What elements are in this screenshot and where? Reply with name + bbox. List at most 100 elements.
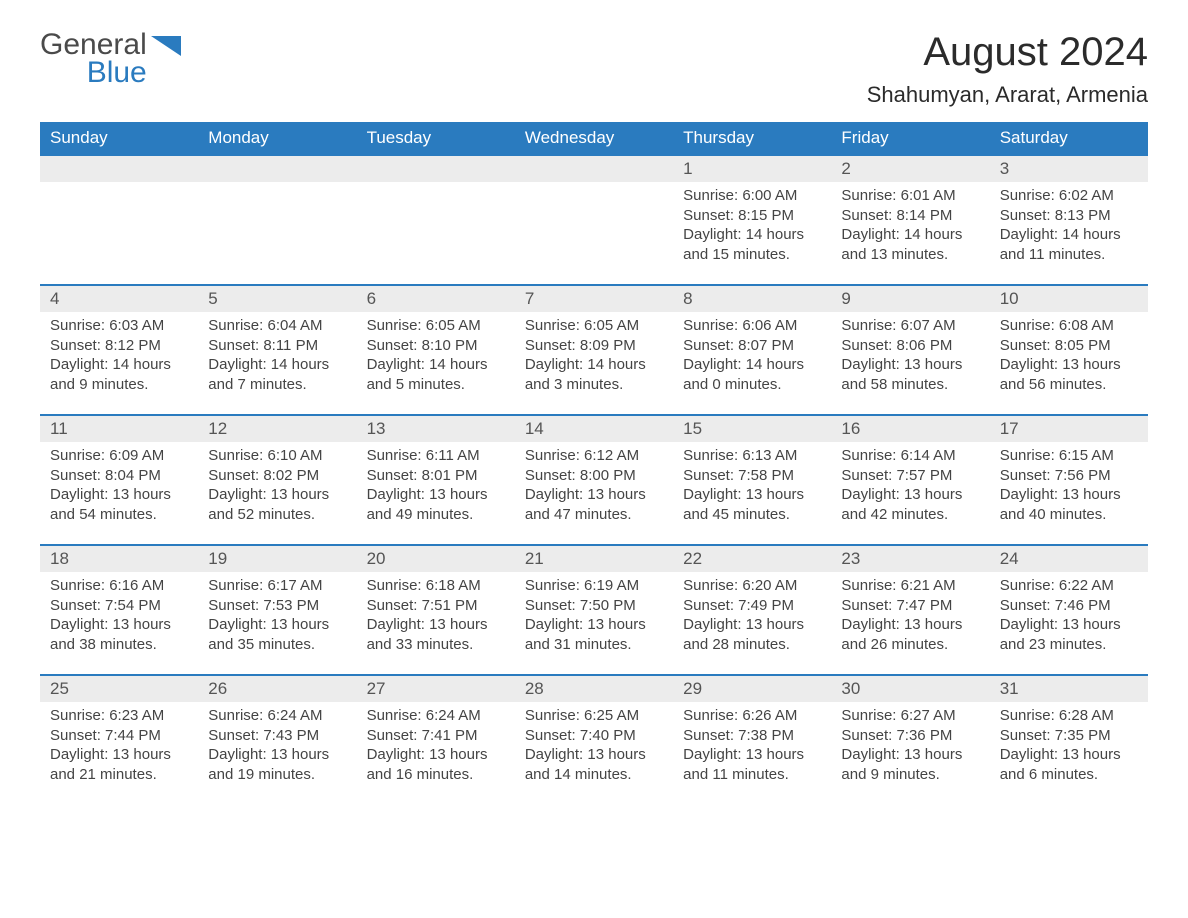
daylight-line-2: and 45 minutes. xyxy=(683,505,821,525)
daylight-line-2: and 6 minutes. xyxy=(1000,765,1138,785)
daylight-line-1: Daylight: 13 hours xyxy=(841,355,979,375)
day-cell: Sunrise: 6:23 AMSunset: 7:44 PMDaylight:… xyxy=(40,702,198,804)
sunrise-line: Sunrise: 6:05 AM xyxy=(367,316,505,336)
sunrise-line: Sunrise: 6:05 AM xyxy=(525,316,663,336)
sunrise-line: Sunrise: 6:01 AM xyxy=(841,186,979,206)
daylight-line-2: and 42 minutes. xyxy=(841,505,979,525)
daylight-line-1: Daylight: 14 hours xyxy=(50,355,188,375)
daylight-line-1: Daylight: 14 hours xyxy=(683,225,821,245)
day-number: 14 xyxy=(515,416,673,442)
sunset-line: Sunset: 8:10 PM xyxy=(367,336,505,356)
daybody-row: Sunrise: 6:23 AMSunset: 7:44 PMDaylight:… xyxy=(40,702,1148,804)
day-cell: Sunrise: 6:05 AMSunset: 8:09 PMDaylight:… xyxy=(515,312,673,414)
daylight-line-2: and 40 minutes. xyxy=(1000,505,1138,525)
daybody-row: Sunrise: 6:03 AMSunset: 8:12 PMDaylight:… xyxy=(40,312,1148,414)
sunset-line: Sunset: 7:36 PM xyxy=(841,726,979,746)
daylight-line-2: and 38 minutes. xyxy=(50,635,188,655)
sunset-line: Sunset: 7:51 PM xyxy=(367,596,505,616)
day-number: 15 xyxy=(673,416,831,442)
weekday-tuesday: Tuesday xyxy=(357,122,515,154)
weekday-saturday: Saturday xyxy=(990,122,1148,154)
day-cell: Sunrise: 6:20 AMSunset: 7:49 PMDaylight:… xyxy=(673,572,831,674)
daylight-line-2: and 58 minutes. xyxy=(841,375,979,395)
sunset-line: Sunset: 7:47 PM xyxy=(841,596,979,616)
daylight-line-2: and 54 minutes. xyxy=(50,505,188,525)
daylight-line-1: Daylight: 13 hours xyxy=(50,745,188,765)
day-number: 2 xyxy=(831,156,989,182)
day-number: 12 xyxy=(198,416,356,442)
day-number xyxy=(40,156,198,182)
weekday-header-row: SundayMondayTuesdayWednesdayThursdayFrid… xyxy=(40,122,1148,154)
day-number: 6 xyxy=(357,286,515,312)
sunset-line: Sunset: 7:41 PM xyxy=(367,726,505,746)
daybody-row: Sunrise: 6:16 AMSunset: 7:54 PMDaylight:… xyxy=(40,572,1148,674)
day-cell: Sunrise: 6:17 AMSunset: 7:53 PMDaylight:… xyxy=(198,572,356,674)
day-cell: Sunrise: 6:19 AMSunset: 7:50 PMDaylight:… xyxy=(515,572,673,674)
sunset-line: Sunset: 8:11 PM xyxy=(208,336,346,356)
sunset-line: Sunset: 7:50 PM xyxy=(525,596,663,616)
sunrise-line: Sunrise: 6:08 AM xyxy=(1000,316,1138,336)
daylight-line-1: Daylight: 13 hours xyxy=(1000,355,1138,375)
day-number: 29 xyxy=(673,676,831,702)
sunrise-line: Sunrise: 6:03 AM xyxy=(50,316,188,336)
day-cell: Sunrise: 6:13 AMSunset: 7:58 PMDaylight:… xyxy=(673,442,831,544)
daylight-line-2: and 11 minutes. xyxy=(1000,245,1138,265)
sunrise-line: Sunrise: 6:20 AM xyxy=(683,576,821,596)
daylight-line-2: and 31 minutes. xyxy=(525,635,663,655)
day-number: 13 xyxy=(357,416,515,442)
sunrise-line: Sunrise: 6:16 AM xyxy=(50,576,188,596)
day-cell: Sunrise: 6:05 AMSunset: 8:10 PMDaylight:… xyxy=(357,312,515,414)
logo-triangle-icon xyxy=(151,36,181,56)
daynum-row: 25262728293031 xyxy=(40,674,1148,702)
day-cell: Sunrise: 6:12 AMSunset: 8:00 PMDaylight:… xyxy=(515,442,673,544)
daynum-row: 18192021222324 xyxy=(40,544,1148,572)
daylight-line-1: Daylight: 13 hours xyxy=(525,745,663,765)
sunrise-line: Sunrise: 6:00 AM xyxy=(683,186,821,206)
day-number: 31 xyxy=(990,676,1148,702)
day-number: 8 xyxy=(673,286,831,312)
day-number: 20 xyxy=(357,546,515,572)
daylight-line-2: and 9 minutes. xyxy=(841,765,979,785)
day-cell: Sunrise: 6:18 AMSunset: 7:51 PMDaylight:… xyxy=(357,572,515,674)
sunrise-line: Sunrise: 6:06 AM xyxy=(683,316,821,336)
daynum-row: 45678910 xyxy=(40,284,1148,312)
weekday-friday: Friday xyxy=(831,122,989,154)
sunset-line: Sunset: 8:09 PM xyxy=(525,336,663,356)
day-number: 28 xyxy=(515,676,673,702)
daylight-line-1: Daylight: 13 hours xyxy=(683,745,821,765)
day-number: 1 xyxy=(673,156,831,182)
sunset-line: Sunset: 8:14 PM xyxy=(841,206,979,226)
day-number: 16 xyxy=(831,416,989,442)
daylight-line-2: and 14 minutes. xyxy=(525,765,663,785)
daylight-line-1: Daylight: 13 hours xyxy=(841,485,979,505)
header: General Blue August 2024 Shahumyan, Arar… xyxy=(40,30,1148,108)
sunset-line: Sunset: 8:07 PM xyxy=(683,336,821,356)
daylight-line-2: and 28 minutes. xyxy=(683,635,821,655)
daylight-line-1: Daylight: 13 hours xyxy=(1000,485,1138,505)
day-cell: Sunrise: 6:09 AMSunset: 8:04 PMDaylight:… xyxy=(40,442,198,544)
sunrise-line: Sunrise: 6:09 AM xyxy=(50,446,188,466)
sunrise-line: Sunrise: 6:23 AM xyxy=(50,706,188,726)
sunset-line: Sunset: 7:53 PM xyxy=(208,596,346,616)
sunrise-line: Sunrise: 6:11 AM xyxy=(367,446,505,466)
daylight-line-1: Daylight: 13 hours xyxy=(367,745,505,765)
daynum-row: 11121314151617 xyxy=(40,414,1148,442)
daylight-line-1: Daylight: 13 hours xyxy=(1000,615,1138,635)
sunset-line: Sunset: 7:40 PM xyxy=(525,726,663,746)
sunset-line: Sunset: 8:15 PM xyxy=(683,206,821,226)
day-cell: Sunrise: 6:26 AMSunset: 7:38 PMDaylight:… xyxy=(673,702,831,804)
weeks-container: 123Sunrise: 6:00 AMSunset: 8:15 PMDaylig… xyxy=(40,154,1148,804)
day-cell: Sunrise: 6:28 AMSunset: 7:35 PMDaylight:… xyxy=(990,702,1148,804)
day-cell xyxy=(515,182,673,284)
daylight-line-1: Daylight: 13 hours xyxy=(50,615,188,635)
day-number: 18 xyxy=(40,546,198,572)
sunrise-line: Sunrise: 6:04 AM xyxy=(208,316,346,336)
sunset-line: Sunset: 7:54 PM xyxy=(50,596,188,616)
sunrise-line: Sunrise: 6:19 AM xyxy=(525,576,663,596)
daylight-line-2: and 9 minutes. xyxy=(50,375,188,395)
sunset-line: Sunset: 8:06 PM xyxy=(841,336,979,356)
sunrise-line: Sunrise: 6:24 AM xyxy=(367,706,505,726)
weekday-wednesday: Wednesday xyxy=(515,122,673,154)
sunset-line: Sunset: 8:12 PM xyxy=(50,336,188,356)
sunrise-line: Sunrise: 6:25 AM xyxy=(525,706,663,726)
